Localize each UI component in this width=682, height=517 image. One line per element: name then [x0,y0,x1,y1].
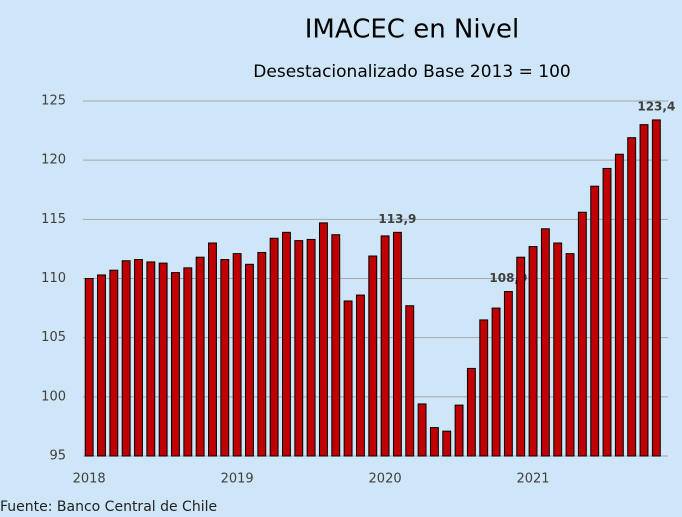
bar [232,253,242,457]
y-tick-label: 115 [41,212,66,227]
bar [442,430,452,457]
bar [429,427,439,457]
bar [220,259,230,457]
bar [146,261,156,457]
x-tick-label: 2019 [221,472,254,487]
x-tick-label: 2018 [73,472,106,487]
y-tick-label: 100 [41,389,66,404]
y-tick-label: 120 [41,153,66,168]
bar [491,307,501,457]
bar [479,319,489,457]
chart-subtitle: Desestacionalizado Base 2013 = 100 [253,62,570,82]
bar [540,228,550,457]
bar [208,242,217,457]
x-tick-label: 2021 [516,472,549,487]
bar [380,235,390,457]
y-tick-label: 110 [41,271,66,286]
bar [331,234,341,457]
bar [528,246,538,457]
bar [627,137,637,457]
bar [306,238,316,457]
bar [195,256,205,457]
bar [454,404,464,457]
bar [294,240,304,457]
bar [602,167,612,457]
bar [84,278,94,457]
bar [121,260,131,457]
bar [343,300,353,457]
x-tick-label: 2020 [369,472,402,487]
bar [516,256,526,457]
bar [651,119,661,457]
bar [171,272,180,457]
bar [577,211,587,457]
bar [614,153,624,457]
bar [503,291,513,457]
bar [158,262,168,457]
value-label: 123,4 [637,99,675,113]
bar [245,263,254,457]
bar [281,231,291,457]
bar [466,367,476,457]
y-tick-label: 105 [41,330,66,345]
bar [392,231,402,457]
bar [257,251,267,457]
value-label: 113,9 [378,212,416,226]
y-tick-label: 95 [49,449,66,464]
bar [355,294,365,457]
bar [318,222,328,457]
bar [97,274,106,457]
bar [183,267,193,457]
bar [565,253,575,457]
source-note: Fuente: Banco Central de Chile [0,499,217,515]
bar [269,237,279,457]
chart-title: IMACEC en Nivel [305,15,519,45]
bar [368,255,378,457]
bar [134,259,143,457]
bar [639,124,649,457]
bar [590,185,600,457]
bar [109,269,119,457]
y-tick-label: 125 [41,94,66,109]
bar [417,403,427,457]
bar [405,305,415,457]
bar [553,242,563,457]
